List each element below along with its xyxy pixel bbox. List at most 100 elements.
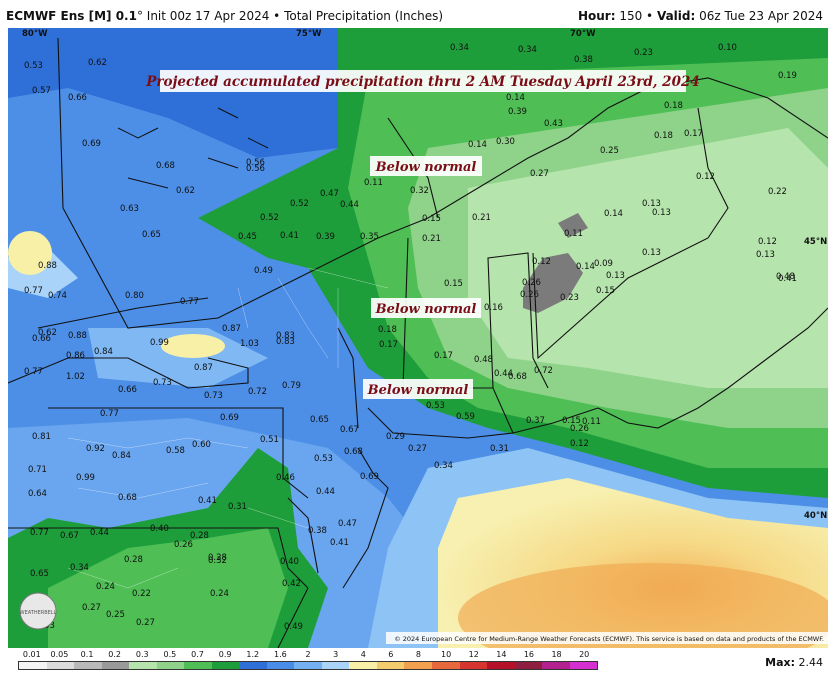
colorbar-swatch (129, 662, 157, 669)
precip-value-label: 0.69 (220, 413, 239, 423)
precip-value-label: 0.65 (30, 569, 49, 579)
precip-value-label: 0.41 (198, 496, 217, 506)
precip-value-label: 0.69 (360, 472, 379, 482)
precip-value-label: 0.26 (174, 540, 193, 550)
precip-value-label: 0.83 (276, 337, 295, 347)
annotation-box-3 (363, 379, 473, 399)
valid-value: 06z Tue 23 Apr 2024 (695, 9, 823, 23)
precip-value-label: 0.24 (96, 582, 115, 592)
valid-label: Valid: (656, 9, 696, 23)
colorbar-swatch (74, 662, 102, 669)
precip-value-label: 0.42 (282, 579, 301, 589)
precip-value-label: 0.41 (778, 274, 797, 284)
precip-value-label: 0.44 (340, 200, 359, 210)
precip-value-label: 0.58 (166, 446, 185, 456)
precip-value-label: 0.34 (450, 43, 469, 53)
precip-value-label: 0.12 (758, 237, 777, 247)
precip-value-label: 0.68 (344, 447, 363, 457)
precip-value-label: 0.48 (776, 272, 795, 282)
colorbar-tick-label: 0.3 (135, 650, 149, 659)
annotation-box-2 (371, 298, 481, 318)
colorbar-tick-label: 0.2 (108, 650, 122, 659)
precip-value-label: 0.67 (60, 531, 79, 541)
max-label: Max: (765, 656, 795, 669)
coordinate-labels: 80°W 75°W 70°W 45°N 40°N (22, 29, 827, 521)
precip-value-label: 0.40 (280, 557, 299, 567)
precip-value-label: 0.66 (32, 334, 51, 344)
coordinate-label: 80°W (22, 29, 48, 39)
header-right: Hour: 150 • Valid: 06z Tue 23 Apr 2024 (578, 9, 823, 23)
max-value: 2.44 (795, 656, 823, 669)
water-body-outlines (117, 107, 269, 189)
precip-value-label: 0.56 (246, 164, 265, 174)
weatherbell-logo: WEATHERBELL (19, 592, 57, 630)
colorbar-swatch (266, 662, 295, 669)
colorbar-tick-label: 20 (579, 650, 590, 659)
precip-value-label: 0.44 (90, 528, 109, 538)
colorbar-swatch (101, 662, 130, 669)
precip-value-label: 0.68 (118, 493, 137, 503)
precip-value-label: 0.28 (190, 531, 209, 541)
county-lines (67, 267, 389, 589)
precip-value-label: 0.45 (238, 232, 257, 242)
precip-value-label: 0.12 (696, 172, 715, 182)
colorbar-swatch (239, 662, 267, 669)
colorbar-tick-label: 1.2 (246, 650, 260, 659)
annotation-title-box (160, 70, 686, 92)
precip-value-label: 0.53 (426, 401, 445, 411)
precip-value-label: 0.65 (142, 230, 161, 240)
precip-value-label: 0.84 (94, 347, 113, 357)
copyright-text: © 2024 European Centre for Medium-Range … (394, 635, 824, 643)
coordinate-label: 40°N (804, 511, 827, 521)
precip-value-label: 0.25 (106, 610, 125, 620)
hour-label: Hour: (577, 9, 616, 23)
precip-value-label: 0.47 (320, 189, 339, 199)
colorbar-swatch (487, 662, 515, 669)
precip-value-label: 0.60 (192, 440, 211, 450)
colorbar-tick-label: 0.5 (163, 650, 177, 659)
precip-value-label: 0.11 (564, 229, 583, 239)
precip-value-label: 0.12 (570, 439, 589, 449)
precip-value-label: 0.43 (544, 119, 563, 129)
precip-value-label: 0.23 (634, 48, 653, 58)
copyright-box (386, 632, 828, 644)
colorbar-tick-label: 10 (441, 650, 452, 659)
precip-value-label: 0.21 (472, 213, 491, 223)
precip-value-label: 0.41 (330, 538, 349, 548)
precip-field-yellow-spot-lake (161, 334, 225, 358)
precip-value-label: 0.32 (208, 556, 227, 566)
annotation-below-normal-1-group: Below normal (370, 156, 482, 176)
colorbar-swatch (459, 662, 488, 669)
precip-value-label: 0.99 (76, 473, 95, 483)
precip-value-label: 0.62 (176, 186, 195, 196)
precip-value-label: 0.72 (248, 387, 267, 397)
precip-value-label: 0.37 (526, 416, 545, 426)
annotation-below-normal-2-group: Below normal (371, 298, 481, 318)
precip-field-dark-blue-north (8, 28, 338, 158)
colorbar-tick-label: 14 (496, 650, 507, 659)
colorbar-swatch (211, 662, 240, 669)
precip-value-label: 0.35 (360, 232, 379, 242)
precip-value-label: 0.48 (474, 355, 493, 365)
precip-value-label: 0.15 (422, 214, 441, 224)
precip-value-label: 0.34 (70, 563, 89, 573)
precip-value-label: 0.11 (582, 417, 601, 427)
colorbar-swatch (184, 662, 212, 669)
precip-value-label: 0.29 (386, 432, 405, 442)
precip-value-label: 0.68 (156, 161, 175, 171)
init-info: ° Init 00z 17 Apr 2024 • Total Precipita… (136, 9, 444, 23)
precip-value-label: 0.88 (68, 331, 87, 341)
precip-value-label: 0.65 (310, 415, 329, 425)
precip-value-label: 0.27 (408, 444, 427, 454)
map-header: ECMWF Ens [M] 0.1° Init 00z 17 Apr 2024 … (0, 0, 831, 28)
precip-field-ocean-orange (458, 563, 828, 648)
colorbar-tick-label: 4 (360, 650, 366, 659)
precip-value-label: 0.47 (338, 519, 357, 529)
precip-value-label: 0.63 (120, 204, 139, 214)
coordinate-label: 70°W (570, 29, 596, 39)
colorbar-swatch (404, 662, 432, 669)
precip-value-label: 0.11 (364, 178, 383, 188)
map-footer: 0.01 0.05 0.1 0.2 0.3 0.5 0.7 0.9 1.2 1.6 2 3 4 6 8 10 1… (0, 648, 831, 676)
precip-value-label: 0.18 (654, 131, 673, 141)
precip-value-label: 0.53 (24, 61, 43, 71)
